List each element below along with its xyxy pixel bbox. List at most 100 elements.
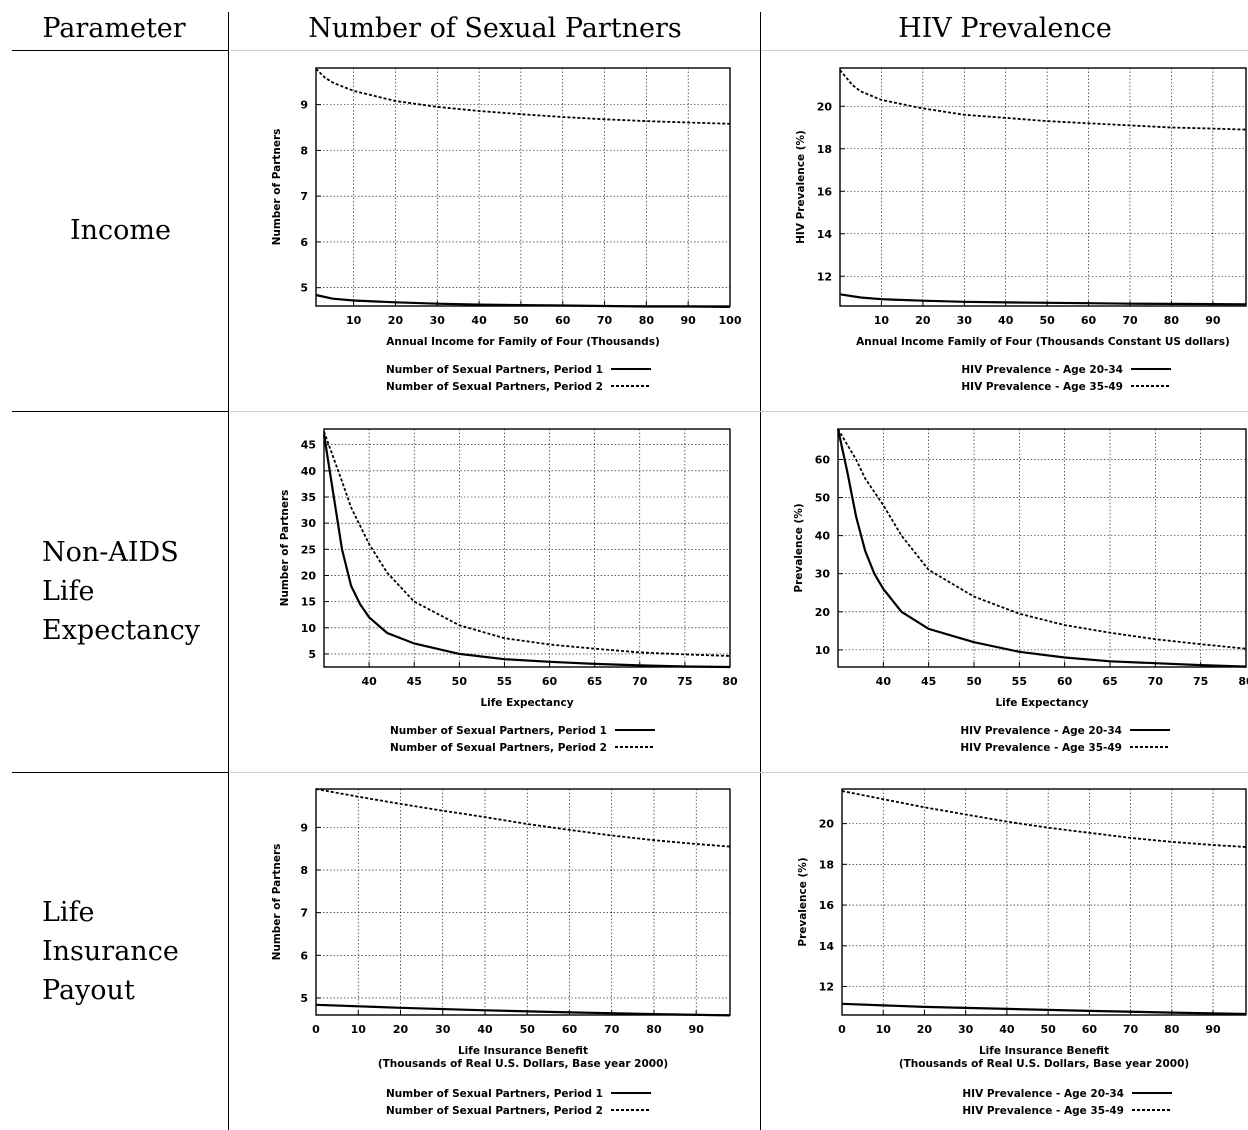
- x-tick-label: 65: [587, 675, 602, 688]
- y-tick-label: 9: [300, 99, 308, 112]
- x-tick-label: 0: [838, 1023, 846, 1036]
- x-tick-label: 40: [471, 314, 487, 327]
- y-axis-label: Prevalence (%): [793, 503, 805, 592]
- y-tick-label: 14: [819, 940, 835, 953]
- x-axis-label: Annual Income Family of Four (Thousands …: [856, 336, 1230, 348]
- series-line: [837, 428, 1247, 650]
- x-tick-label: 55: [497, 675, 512, 688]
- row-label-line: Insurance: [42, 936, 179, 967]
- series-line: [836, 428, 1247, 668]
- row-label-line: Life: [42, 897, 95, 928]
- x-tick-label: 40: [998, 314, 1014, 327]
- series-line: [315, 1003, 731, 1017]
- legend-label: Number of Sexual Partners, Period 1: [386, 364, 603, 376]
- y-tick-label: 18: [819, 858, 834, 871]
- row-rule-1-left: [12, 411, 228, 412]
- y-tick-label: 16: [819, 899, 835, 912]
- plot-frame: [837, 428, 1247, 668]
- x-tick-label: 10: [346, 314, 362, 327]
- row-label-line: Life: [42, 576, 95, 607]
- x-tick-label: 45: [407, 675, 422, 688]
- x-tick-label: 50: [452, 675, 468, 688]
- x-tick-label: 90: [681, 314, 697, 327]
- y-axis-label: Prevalence (%): [797, 857, 809, 946]
- header-rule-left: [12, 50, 228, 51]
- row-rule-2-right: [230, 772, 1248, 773]
- x-tick-label: 80: [646, 1023, 662, 1036]
- x-tick-label: 50: [1040, 1023, 1056, 1036]
- legend-label: HIV Prevalence - Age 35-49: [961, 381, 1123, 393]
- y-tick-label: 16: [817, 185, 833, 198]
- plot-frame: [841, 788, 1247, 1016]
- x-tick-label: 40: [477, 1023, 493, 1036]
- y-tick-label: 6: [300, 236, 308, 249]
- y-tick-label: 8: [300, 144, 308, 157]
- x-tick-label: 40: [999, 1023, 1015, 1036]
- legend-label: Number of Sexual Partners, Period 2: [386, 381, 603, 393]
- x-tick-label: 60: [1057, 675, 1073, 688]
- y-tick-label: 12: [817, 270, 832, 283]
- header-rule-right: [230, 50, 1248, 51]
- series-line: [315, 68, 731, 125]
- series-line: [839, 293, 1247, 306]
- series-line: [322, 434, 731, 669]
- x-tick-label: 20: [388, 314, 404, 327]
- y-tick-label: 10: [815, 644, 831, 657]
- x-tick-label: 50: [513, 314, 529, 327]
- y-tick-label: 18: [817, 143, 832, 156]
- x-tick-label: 30: [435, 1023, 451, 1036]
- x-axis-label: Annual Income for Family of Four (Thousa…: [386, 336, 660, 348]
- row-label-line: Expectancy: [42, 615, 201, 646]
- x-axis-label: Life Expectancy: [480, 697, 573, 709]
- x-tick-label: 60: [542, 675, 558, 688]
- x-tick-label: 50: [520, 1023, 536, 1036]
- series-line: [841, 790, 1247, 848]
- x-axis-label-line-2: (Thousands of Real U.S. Dollars, Base ye…: [899, 1058, 1189, 1070]
- row-label-line: Income: [70, 215, 172, 246]
- x-tick-label: 90: [1205, 314, 1221, 327]
- row-rule-2-left: [12, 772, 228, 773]
- column-divider-1: [228, 12, 229, 1130]
- y-tick-label: 25: [301, 543, 316, 556]
- y-tick-label: 45: [301, 439, 316, 452]
- x-axis-label: Life Expectancy: [995, 697, 1088, 709]
- x-tick-label: 50: [966, 675, 982, 688]
- x-tick-label: 90: [1205, 1023, 1221, 1036]
- x-tick-label: 10: [876, 1023, 892, 1036]
- x-tick-label: 55: [1012, 675, 1027, 688]
- x-tick-label: 80: [722, 675, 738, 688]
- row-label-line: Payout: [42, 975, 135, 1006]
- x-tick-label: 70: [632, 675, 648, 688]
- y-tick-label: 7: [300, 907, 308, 920]
- x-tick-label: 70: [597, 314, 613, 327]
- y-tick-label: 6: [300, 949, 308, 962]
- series-line: [323, 431, 731, 657]
- x-tick-label: 40: [876, 675, 892, 688]
- x-tick-label: 40: [361, 675, 377, 688]
- x-tick-label: 80: [639, 314, 655, 327]
- legend-label: HIV Prevalence - Age 20-34: [961, 364, 1123, 376]
- y-tick-label: 8: [300, 864, 308, 877]
- series-line: [841, 1002, 1247, 1016]
- x-tick-label: 20: [917, 1023, 933, 1036]
- y-tick-label: 15: [301, 596, 316, 609]
- row-label-insurance: Life Insurance Payout: [42, 893, 222, 1010]
- legend-label: HIV Prevalence - Age 20-34: [960, 725, 1122, 737]
- x-tick-label: 90: [689, 1023, 705, 1036]
- header-sexual-partners: Number of Sexual Partners: [308, 13, 682, 44]
- x-tick-label: 60: [555, 314, 571, 327]
- y-tick-label: 35: [301, 491, 316, 504]
- x-tick-label: 100: [719, 314, 742, 327]
- x-tick-label: 30: [958, 1023, 974, 1036]
- x-tick-label: 45: [921, 675, 936, 688]
- x-tick-label: 10: [351, 1023, 367, 1036]
- y-tick-label: 20: [815, 606, 831, 619]
- y-axis-label: Number of Partners: [271, 129, 283, 246]
- plot-frame: [839, 67, 1247, 307]
- y-tick-label: 5: [300, 282, 308, 295]
- x-tick-label: 30: [957, 314, 973, 327]
- row-rule-1-right: [230, 411, 1248, 412]
- y-tick-label: 20: [301, 569, 317, 582]
